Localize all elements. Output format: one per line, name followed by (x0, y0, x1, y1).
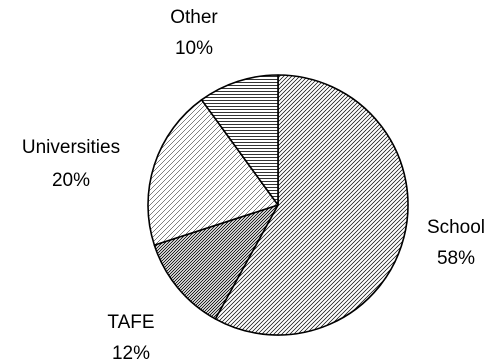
slice-label-universities: Universities (22, 137, 120, 158)
pie-slice-universities (147, 99, 279, 246)
slice-value-universities: 20% (52, 170, 90, 191)
slice-label-tafe: TAFE (107, 312, 154, 333)
slice-label-school: School (427, 217, 485, 238)
pie-slice-tafe (153, 204, 279, 320)
pie-slice-school (214, 74, 409, 336)
slice-value-school: 58% (437, 248, 475, 269)
slice-value-other: 10% (175, 38, 213, 59)
pie-slice-other (200, 74, 279, 206)
slice-value-tafe: 12% (112, 343, 150, 363)
slice-label-other: Other (170, 7, 218, 28)
